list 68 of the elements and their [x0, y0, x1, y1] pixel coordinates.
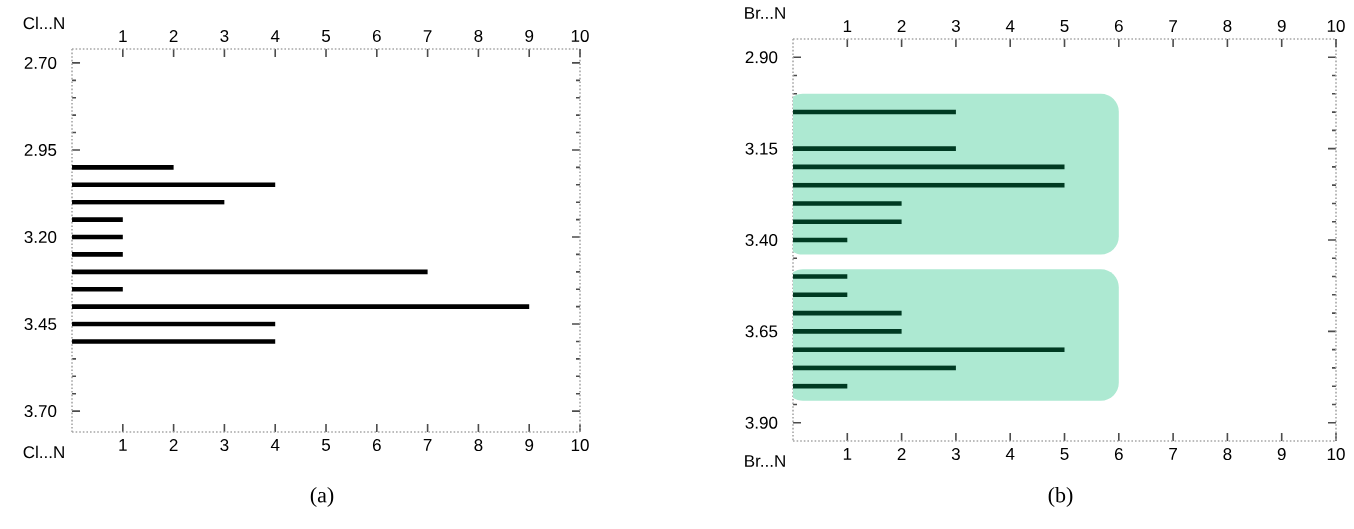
x-tick-label: 2: [169, 439, 178, 451]
bar: [793, 201, 902, 206]
x2-tick-label: 7: [1169, 20, 1177, 32]
x-tick-label: 3: [220, 439, 229, 452]
y-tick-label: 3.65: [745, 325, 778, 338]
x-tick-label: 5: [321, 439, 331, 451]
bar: [793, 274, 848, 279]
x-tick-label: 3: [951, 448, 960, 461]
bar: [72, 182, 276, 188]
x-tick-label: 10: [1327, 448, 1345, 461]
x2-tick-label: 9: [525, 29, 534, 42]
x-tick-label: 7: [423, 439, 432, 451]
x-tick-label: 2: [897, 448, 906, 460]
bar: [72, 252, 123, 257]
x-tick-label: 4: [1005, 448, 1015, 460]
x2-tick-label: 3: [951, 19, 960, 32]
x2-axis-title: Cl...N: [23, 16, 64, 30]
bar: [793, 219, 902, 225]
x2-tick-label: 3: [220, 29, 229, 42]
x2-tick-label: 1: [843, 20, 852, 32]
text: (a): [310, 487, 334, 507]
x-tick-label: 8: [474, 439, 483, 452]
bar: [72, 217, 123, 222]
y-tick-label: 3.15: [745, 142, 778, 155]
x-tick-label: 8: [1223, 448, 1232, 461]
x-tick-label: 4: [270, 439, 280, 451]
x-axis-title: Br...N: [745, 455, 785, 467]
bar: [793, 146, 956, 151]
bar: [72, 339, 276, 344]
x2-tick-label: 10: [571, 29, 589, 42]
x2-tick-label: 10: [1327, 19, 1345, 32]
y-tick-label: 2.70: [24, 56, 57, 69]
x2-tick-label: 6: [1114, 19, 1123, 32]
bar: [72, 286, 123, 292]
x2-tick-label: 4: [270, 30, 280, 42]
y-tick-label: 3.20: [24, 231, 57, 244]
y-tick-label: 2.90: [745, 51, 778, 64]
x2-axis-title: Br...N: [745, 7, 785, 19]
x-tick-label: 9: [525, 439, 534, 452]
x-axis-title: Cl...N: [23, 445, 64, 459]
x-tick-label: 6: [372, 439, 381, 452]
x2-tick-label: 8: [474, 29, 483, 42]
x2-tick-label: 5: [1060, 20, 1069, 32]
x2-tick-label: 8: [1223, 19, 1232, 32]
y-tick-label: 3.70: [24, 405, 57, 418]
bar: [793, 329, 902, 334]
x2-tick-label: 7: [423, 30, 432, 42]
bar: [72, 165, 174, 170]
x2-tick-label: 1: [119, 30, 127, 42]
bar: [72, 304, 530, 309]
x-tick-label: 1: [119, 439, 127, 451]
x2-tick-label: 6: [372, 29, 381, 42]
text: (b): [1048, 487, 1073, 507]
x2-tick-label: 9: [1277, 19, 1286, 32]
x-tick-label: 7: [1169, 448, 1177, 460]
x-tick-label: 5: [1060, 448, 1069, 460]
x-tick-label: 6: [1114, 448, 1123, 461]
x2-tick-label: 2: [169, 30, 178, 42]
y-tick-label: 2.95: [24, 143, 57, 156]
y-tick-label: 3.45: [24, 318, 57, 331]
x2-tick-label: 4: [1005, 20, 1015, 32]
x2-tick-label: 2: [897, 20, 906, 32]
y-tick-label: 3.90: [745, 416, 778, 429]
x2-tick-label: 5: [321, 30, 331, 42]
y-tick-label: 3.40: [745, 233, 778, 246]
x-tick-label: 9: [1277, 448, 1286, 461]
x-tick-label: 10: [571, 439, 589, 452]
x-tick-label: 1: [843, 448, 852, 460]
